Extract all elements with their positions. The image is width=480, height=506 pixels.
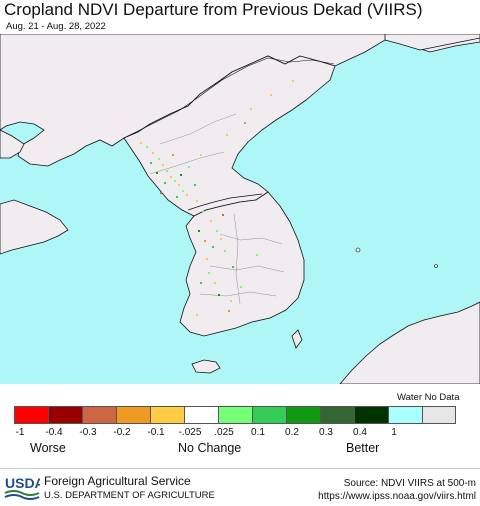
map-title: Cropland NDVI Departure from Previous De… (4, 0, 423, 19)
legend-no-change-label: No Change (178, 441, 242, 455)
province-lines (149, 113, 285, 305)
legend-tick-label: -.025 (178, 427, 202, 438)
legend-tick-label: 0.2 (285, 427, 299, 438)
svg-text:USDA: USDA (5, 475, 40, 491)
legend-swatch-7 (252, 406, 286, 424)
legend-swatch-6 (218, 406, 252, 424)
legend-swatch-10 (354, 406, 388, 424)
land-south-korea (179, 191, 305, 337)
legend-swatch-9 (320, 406, 354, 424)
legend-tick-label: 0.3 (319, 427, 333, 438)
ndvi-map (0, 34, 480, 384)
land-shandong (0, 199, 69, 255)
legend-tick-label: -1 (15, 427, 25, 438)
legend-swatch-12 (422, 406, 456, 424)
legend-swatch-2 (82, 406, 116, 424)
legend-tick-label: -0.3 (79, 427, 97, 438)
land-japan (339, 301, 480, 384)
legend-worse-label: Worse (30, 441, 66, 455)
land-tsushima (291, 329, 303, 349)
korea-dmz-border (187, 193, 263, 211)
land-jeju (191, 359, 221, 374)
legend-ticks: -1 -0.4 -0.3 -0.2 -0.1 -.025 .025 0.1 0.2 0.3 0.4 1 (0, 427, 480, 441)
source-url[interactable]: https://www.ipss.noaa.gov/viirs.html (318, 491, 476, 502)
land-north-korea (123, 55, 336, 217)
date-range: Aug. 21 - Aug. 28, 2022 (6, 21, 106, 32)
footer-divider (0, 468, 480, 469)
legend-swatch-8 (286, 406, 320, 424)
legend-swatch-1 (48, 406, 82, 424)
legend-tick-label: -0.1 (147, 427, 165, 438)
legend-water-nodata-label: Water No Data (397, 392, 460, 403)
legend-swatch-0 (14, 406, 48, 424)
legend-tick-label: .025 (214, 427, 234, 438)
legend-tick-label: 0.4 (353, 427, 367, 438)
land-liaodong (0, 129, 25, 159)
legend-swatch-5 (184, 406, 218, 424)
legend-swatch-3 (116, 406, 150, 424)
legend-swatch-4 (150, 406, 184, 424)
legend-tick-label: -0.4 (45, 427, 63, 438)
land-dokdo (434, 264, 438, 268)
land-ulleung (355, 247, 361, 253)
department-name: U.S. DEPARTMENT OF AGRICULTURE (44, 490, 215, 501)
source-text: Source: NDVI VIIRS at 500-m (343, 478, 476, 489)
legend-better-label: Better (346, 441, 380, 455)
legend-swatch-11 (388, 406, 422, 424)
china-nk-border (123, 57, 335, 139)
ndvi-pixels (140, 80, 294, 316)
usda-logo-icon: USDA (4, 475, 40, 500)
agency-name: Foreign Agricultural Service (44, 474, 191, 488)
legend-color-bar (14, 406, 456, 424)
land-russia (384, 34, 480, 51)
legend-tick-label: -0.2 (113, 427, 131, 438)
legend-tick-label: 0.1 (251, 427, 265, 438)
legend-tick-label: 1 (391, 427, 397, 438)
